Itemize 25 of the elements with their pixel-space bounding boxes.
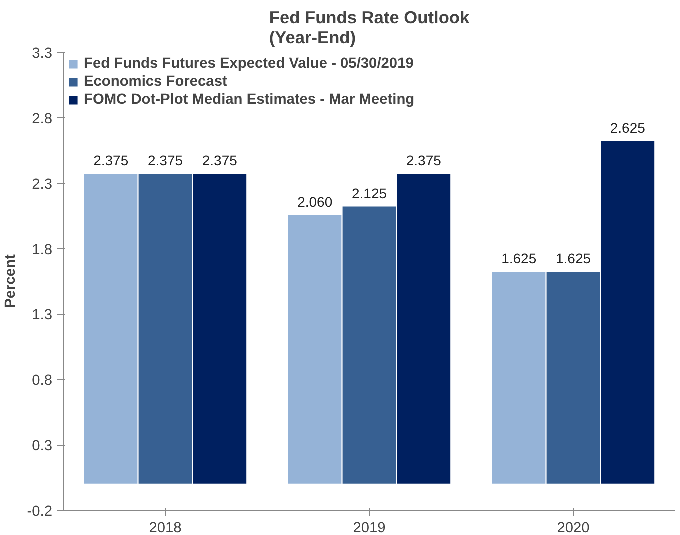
data-label: 1.625 (502, 250, 537, 267)
y-tick-label: 1.8 (32, 242, 52, 258)
y-axis-title: Percent (3, 254, 20, 308)
y-tick-label: 0.8 (32, 373, 52, 390)
x-tick-label: 2019 (353, 520, 386, 535)
y-tick-label: -0.2 (27, 504, 53, 520)
legend-label: FOMC Dot-Plot Median Estimates - Mar Meeting (84, 92, 415, 108)
y-tick-label: 1.3 (32, 308, 52, 324)
y-tick-label: 3.3 (32, 46, 52, 62)
y-tick-label: 2.8 (32, 111, 52, 128)
data-label: 2.375 (94, 152, 129, 169)
data-label: 2.375 (202, 152, 238, 169)
x-tick-label: 2018 (149, 520, 182, 535)
legend-label: Economics Forecast (84, 74, 228, 90)
chart-title: Fed Funds Rate Outlook (Year-End) (269, 8, 470, 48)
legend-label: Fed Funds Futures Expected Value - 05/30/2019 (84, 56, 414, 72)
data-label: 2.375 (406, 152, 442, 169)
data-label: 2.625 (610, 120, 646, 136)
data-label: 2.375 (148, 152, 184, 169)
y-tick-label: 2.3 (32, 176, 52, 193)
data-label: 2.060 (298, 194, 333, 210)
data-label: 1.625 (556, 250, 592, 267)
data-label: 2.125 (352, 185, 388, 202)
y-tick-label: 0.3 (32, 438, 52, 455)
x-tick-label: 2020 (557, 520, 590, 535)
